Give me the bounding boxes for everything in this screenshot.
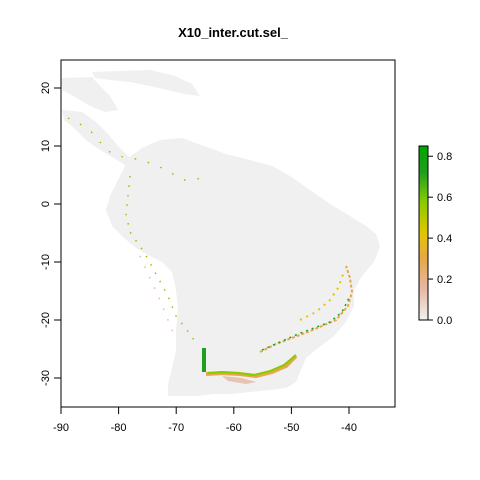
x-tick-label: -80 <box>111 422 127 434</box>
y-tick-label: -10 <box>40 254 52 270</box>
y-tick-label: -30 <box>40 370 52 386</box>
x-tick-label: -50 <box>283 422 299 434</box>
legend-tick-label: 0.8 <box>437 151 452 163</box>
andes-cluster <box>202 348 206 372</box>
y-axis: 20 10 0 -10 -20 -30 <box>40 82 62 386</box>
y-tick-label: -20 <box>40 312 52 328</box>
map-title: X10_inter.cut.sel_ <box>178 25 289 40</box>
suitability-layer <box>67 117 354 384</box>
legend-tick-label: 0.6 <box>437 192 452 204</box>
coastal-brazil-green <box>261 295 351 351</box>
legend-ticks: 0.8 0.6 0.4 0.2 0.0 <box>428 151 452 327</box>
suitability-pink-patch <box>222 376 256 384</box>
y-tick-label: 10 <box>40 140 52 152</box>
legend-tick-label: 0.2 <box>437 274 452 286</box>
legend-color-bar <box>418 145 429 321</box>
legend-tick-label: 0.4 <box>437 233 452 245</box>
south-america <box>106 138 380 396</box>
y-ticks: 20 10 0 -10 -20 -30 <box>40 82 61 386</box>
central-america-isthmus <box>62 110 134 166</box>
y-tick-label: 0 <box>40 201 52 207</box>
x-tick-label: -90 <box>53 422 69 434</box>
x-tick-label: -40 <box>341 422 357 434</box>
land-layer <box>61 70 380 396</box>
x-ticks: -90 -80 -70 -60 -50 -40 <box>53 407 357 434</box>
brazil-interior-dots <box>299 271 345 321</box>
andes-spine-dots <box>125 175 199 347</box>
legend-tick-label: 0.0 <box>437 315 452 327</box>
x-axis: -90 -80 -70 -60 -50 -40 <box>53 406 357 434</box>
high-suitability-band-core <box>207 354 297 377</box>
y-tick-label: 20 <box>40 82 52 94</box>
caribbean-islands <box>92 70 200 96</box>
central-america-north <box>61 77 118 112</box>
legend: 0.8 0.6 0.4 0.2 0.0 <box>418 145 452 327</box>
x-tick-label: -60 <box>226 422 242 434</box>
coastal-brazil-line <box>259 265 354 353</box>
x-tick-label: -70 <box>168 422 184 434</box>
